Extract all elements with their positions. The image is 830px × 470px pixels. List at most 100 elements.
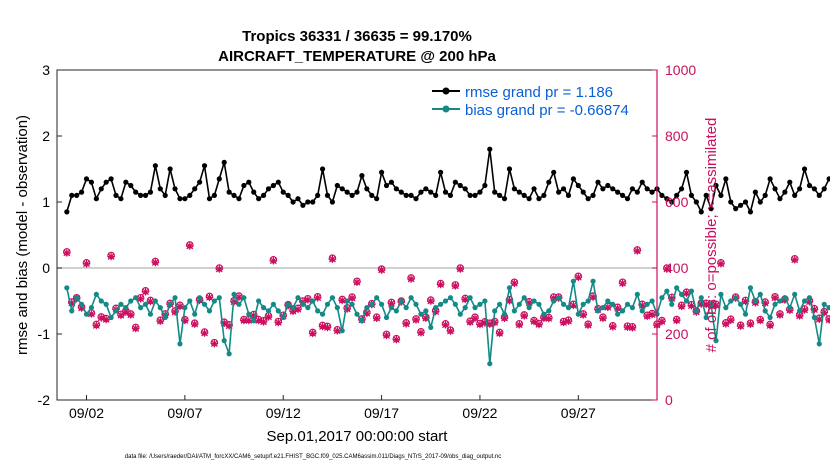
obs-assimilated-point (338, 296, 347, 305)
bias-point (64, 285, 70, 291)
bias-point (728, 298, 734, 304)
bias-point (182, 305, 188, 311)
obs-assimilated-point (633, 247, 642, 255)
rmse-point (428, 189, 434, 195)
y-right-tick-label-3: 600 (665, 194, 689, 210)
obs-assimilated-point (505, 296, 514, 305)
obs-assimilated-point (623, 323, 632, 331)
rmse-point (497, 192, 503, 198)
bias-point (649, 298, 655, 304)
bias-point (752, 298, 758, 304)
rmse-point (565, 192, 572, 198)
rmse-point (457, 182, 463, 189)
rmse-point (280, 189, 286, 195)
rmse-point (551, 169, 557, 175)
rmse-point (354, 189, 360, 195)
y-right-tick-label-4: 800 (665, 128, 689, 144)
obs-assimilated-point (643, 312, 651, 320)
obs-assimilated-point (461, 295, 469, 304)
bias-point (98, 298, 104, 304)
rmse-point (265, 186, 272, 192)
bias-point (142, 301, 149, 307)
obs-assimilated-point (613, 304, 622, 313)
obs-assimilated-point (648, 310, 656, 319)
rmse-point (349, 192, 355, 198)
bias-point (260, 305, 267, 311)
y-left-tick-label-4: 2 (42, 128, 50, 144)
rmse-point (738, 202, 744, 208)
obs-assimilated-point (441, 320, 450, 329)
bias-point (619, 308, 626, 314)
bias-point (457, 311, 463, 317)
obs-assimilated-point (407, 275, 415, 283)
rmse-point (772, 186, 778, 192)
rmse-point (649, 189, 655, 195)
rmse-point (334, 182, 340, 189)
obs-assimilated-point (663, 265, 671, 273)
bias-point (265, 308, 272, 314)
rmse-point (113, 192, 119, 198)
rmse-point (162, 192, 168, 198)
plot-area (57, 70, 657, 400)
rmse-point (821, 186, 827, 192)
bias-point (305, 305, 311, 311)
obs-assimilated-point (176, 302, 184, 311)
bias-point (634, 291, 640, 297)
obs-assimilated-point (638, 301, 647, 310)
bias-point (541, 311, 547, 317)
chart-title: Tropics 36331 / 36635 = 99.170% (242, 28, 472, 45)
bias-point (462, 305, 468, 311)
x-tick-label-4: 09/22 (462, 405, 497, 421)
obs-assimilated-point (161, 311, 169, 319)
rmse-point (742, 199, 749, 205)
obs-assimilated-point (377, 266, 386, 274)
rmse-point (133, 189, 139, 195)
rmse-point (64, 209, 70, 215)
obs-assimilated-point (304, 295, 312, 304)
obs-assimilated-point (122, 308, 130, 316)
bias-point (74, 295, 80, 301)
bias-point (236, 301, 242, 307)
y-axis-label-left: rmse and bias (model - observation) (14, 115, 31, 355)
obs-assimilated-point (485, 320, 494, 328)
bias-point (467, 295, 473, 301)
rmse-point (221, 159, 227, 165)
obs-assimilated-point (628, 323, 637, 332)
obs-assimilated-point (495, 329, 504, 338)
obs-assimilated-point (259, 317, 268, 326)
obs-assimilated-point (77, 304, 86, 312)
rmse-point (580, 189, 586, 195)
rmse-point (256, 196, 262, 202)
rmse-point (211, 192, 217, 198)
rmse-point (398, 189, 404, 195)
obs-assimilated-point (422, 314, 430, 322)
rmse-point (167, 166, 173, 172)
rmse-point (285, 192, 291, 198)
obs-assimilated-point (697, 300, 706, 308)
rmse-point (374, 196, 380, 202)
bias-point (349, 301, 355, 307)
rmse-point (319, 166, 326, 172)
bias-point (546, 308, 552, 314)
rmse-point (713, 182, 719, 189)
obs-assimilated-point (741, 297, 750, 306)
obs-assimilated-point (323, 323, 332, 332)
rmse-point (88, 179, 95, 185)
obs-assimilated-point (318, 322, 327, 331)
bias-point (103, 301, 109, 307)
x-tick-label-2: 09/12 (266, 405, 301, 421)
obs-assimilated-point (171, 308, 179, 316)
obs-assimilated-point (102, 315, 110, 324)
bias-point (403, 305, 409, 311)
obs-assimilated-point (63, 249, 71, 257)
bias-point (624, 301, 631, 307)
obs-assimilated-point (343, 305, 351, 313)
rmse-point (197, 179, 203, 185)
footnote: data file: /Users/raeder/DAI/ATM_forcXX/… (125, 454, 501, 460)
bias-point (315, 308, 321, 314)
obs-assimilated-point (245, 316, 253, 325)
chart-subtitle: AIRCRAFT_TEMPERATURE @ 200 hPa (218, 48, 496, 65)
bias-point (388, 305, 395, 311)
bias-point (615, 311, 621, 317)
